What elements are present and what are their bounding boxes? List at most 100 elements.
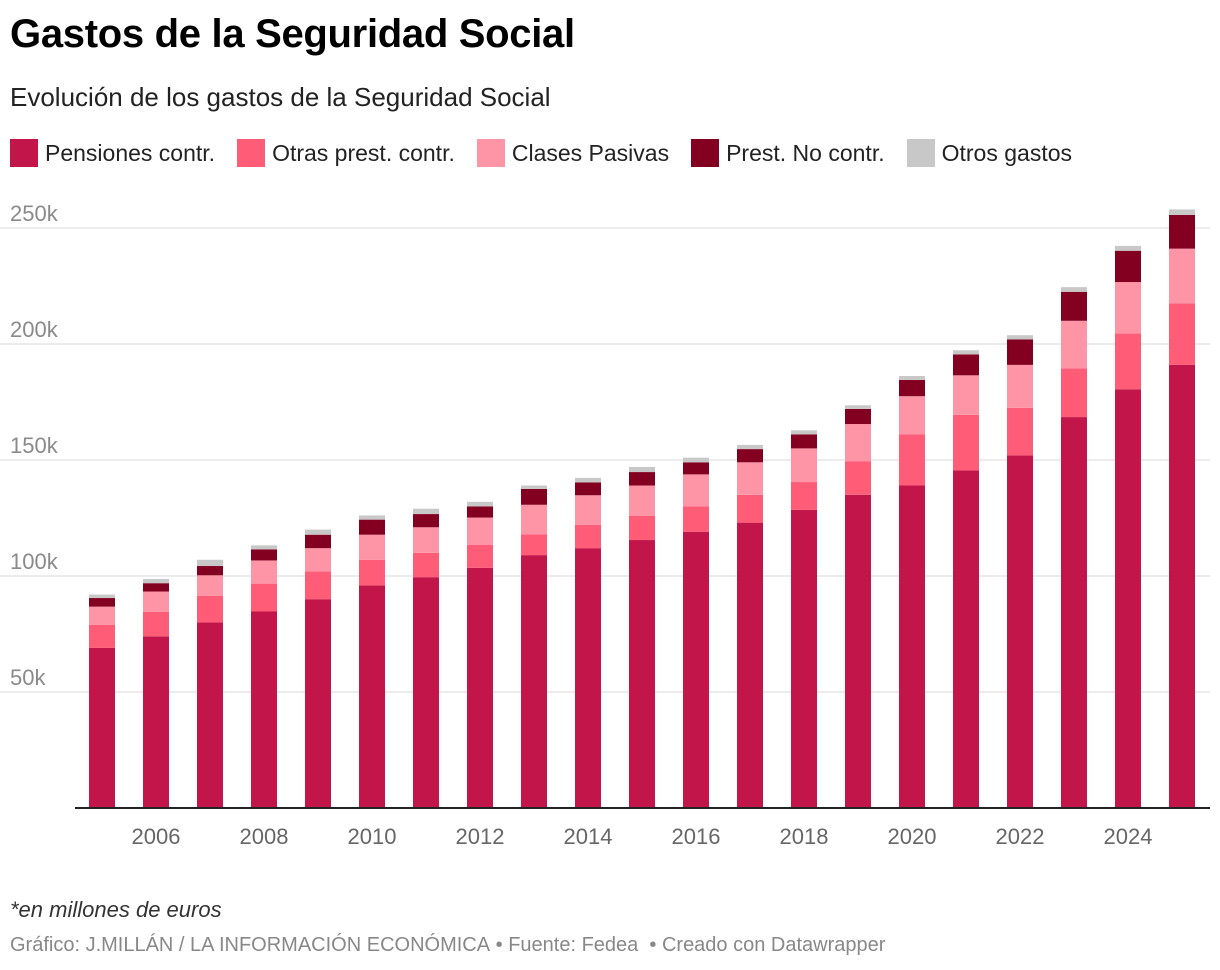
bar-2018-series-3 [791,434,817,449]
bar-2008-series-0 [251,611,277,808]
bar-2012-series-1 [467,544,493,568]
bar-2006-series-4 [143,579,169,584]
footer-source: • Fuente: Fedea [490,934,644,956]
bar-2005-series-0 [89,647,115,808]
legend-item-clases-pasivas: Clases Pasivas [476,139,669,167]
y-tick-label: 250k [10,201,59,226]
y-tick-label: 50k [10,665,46,690]
bar-2015-series-0 [629,540,655,808]
bar-2010-series-1 [359,559,385,586]
bar-2021-series-3 [953,354,979,376]
bar-2013-series-1 [521,534,547,556]
legend-item-otras-prest: Otras prest. contr. [237,139,455,167]
x-tick-label-2006: 2006 [132,824,181,849]
bar-2009-series-3 [305,534,331,549]
legend-swatch-clases-pasivas [476,139,505,167]
bar-2018-series-2 [791,448,817,483]
bar-2009-series-4 [305,529,331,535]
bar-2014-series-1 [575,524,601,549]
chart-title: Gastos de la Seguridad Social [10,12,575,56]
x-tick-label-2014: 2014 [564,824,613,849]
bar-2013-series-0 [521,555,547,808]
bar-2014-series-4 [575,477,601,483]
legend-item-otros-gastos: Otros gastos [906,139,1072,167]
bar-2025-series-2 [1169,248,1195,304]
y-tick-label: 100k [10,549,59,574]
bar-2022-series-1 [1007,407,1033,456]
bar-2023-series-1 [1061,368,1087,418]
bar-2015-series-4 [629,466,655,473]
legend-item-prest-no-contr: Prest. No contr. [691,139,885,167]
bar-2011-series-1 [413,552,439,578]
bar-2019-series-3 [845,408,871,425]
bar-2013-series-2 [521,504,547,535]
bar-2016-series-2 [683,474,709,507]
bar-2017-series-4 [737,444,763,450]
bar-2020-series-4 [899,376,925,380]
bar-2024-series-4 [1115,245,1141,251]
bar-2023-series-4 [1061,287,1087,292]
bar-2025-series-4 [1169,209,1195,216]
bar-2006-series-2 [143,591,169,612]
y-tick-label: 200k [10,317,59,342]
bar-2009-series-1 [305,571,331,600]
footer-credits: Gráfico: J.MILLÁN / LA INFORMACIÓN ECONÓ… [10,934,885,957]
legend: Pensiones contr. Otras prest. contr. Cla… [10,138,1094,168]
footer-credit: Gráfico: J.MILLÁN / LA INFORMACIÓN ECONÓ… [10,934,491,956]
bar-2011-series-4 [413,508,439,515]
bar-2014-series-2 [575,495,601,525]
bar-2024-series-1 [1115,333,1141,390]
bar-2008-series-2 [251,560,277,584]
bar-2007-series-1 [197,595,223,623]
bar-2022-series-4 [1007,335,1033,340]
bar-2007-series-2 [197,575,223,596]
y-tick-label: 150k [10,433,59,458]
bar-2020-series-3 [899,379,925,397]
bar-2007-series-0 [197,622,223,808]
bar-2020-series-1 [899,434,925,486]
bar-2024-series-0 [1115,389,1141,808]
stacked-bar-chart: 50k 100k 150k 200k 250k 2006 2008 2010 2012 2014 2… [0,201,1210,849]
legend-swatch-pensiones [10,139,38,167]
bar-2018-series-4 [791,430,817,435]
bar-2019-series-1 [845,461,871,495]
bar-2012-series-2 [467,517,493,545]
bar-2023-series-2 [1061,320,1087,369]
legend-swatch-otros-gastos [906,139,935,167]
x-tick-label-2010: 2010 [348,824,397,849]
bar-2015-series-3 [629,472,655,486]
bar-2014-series-3 [575,482,601,496]
bar-2005-series-4 [89,594,115,599]
bar-2017-series-3 [737,449,763,463]
bar-2018-series-0 [791,509,817,808]
bar-2017-series-2 [737,462,763,495]
bar-2016-series-4 [683,457,709,463]
bar-2010-series-4 [359,515,385,520]
x-tick-label-2024: 2024 [1104,824,1153,849]
bar-2006-series-1 [143,611,169,637]
x-tick-label-2020: 2020 [888,824,937,849]
bar-2018-series-1 [791,482,817,510]
bar-2017-series-1 [737,494,763,523]
bar-2019-series-4 [845,405,871,409]
bar-2005-series-1 [89,624,115,648]
bar-2016-series-0 [683,531,709,808]
bar-2015-series-2 [629,485,655,516]
bar-2022-series-3 [1007,339,1033,365]
bar-2025-series-3 [1169,215,1195,249]
bar-2025-series-1 [1169,303,1195,365]
bar-2012-series-0 [467,567,493,808]
bar-2023-series-3 [1061,291,1087,321]
bar-2007-series-3 [197,566,223,576]
bar-2015-series-1 [629,515,655,541]
bar-2009-series-2 [305,548,331,572]
bar-2021-series-2 [953,375,979,415]
bar-2021-series-0 [953,470,979,808]
bar-2019-series-2 [845,424,871,462]
bar-2011-series-2 [413,527,439,553]
bar-2022-series-0 [1007,455,1033,808]
units-note: *en millones de euros [10,897,222,922]
bar-2012-series-4 [467,501,493,507]
bar-2017-series-0 [737,522,763,808]
bar-2024-series-2 [1115,282,1141,334]
